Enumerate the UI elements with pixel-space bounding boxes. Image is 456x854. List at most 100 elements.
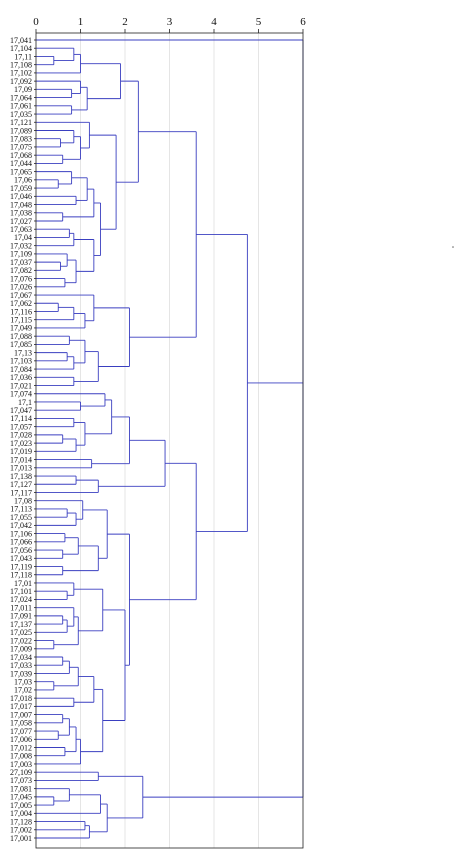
leaf-label: 17,055	[10, 513, 32, 522]
dendrogram-links	[36, 39, 304, 839]
leaf-label: 17,047	[10, 406, 32, 415]
leaf-label: 17,109	[10, 250, 32, 259]
x-tick-label: 6	[300, 16, 306, 28]
leaf-label: 17,035	[10, 110, 32, 119]
leaf-label: 17,024	[10, 595, 32, 604]
leaf-label: 17,005	[10, 801, 32, 810]
leaf-label: 17,062	[10, 299, 32, 308]
leaf-label: 17,09	[14, 85, 32, 94]
leaf-label: 17,106	[10, 529, 32, 538]
leaf-label: 17,004	[10, 809, 32, 818]
leaf-label: 17,013	[10, 464, 32, 473]
leaf-label: 17,021	[10, 381, 32, 390]
leaf-label: 17,026	[10, 283, 32, 292]
leaf-label: 17,027	[10, 217, 32, 226]
leaf-label: 17,038	[10, 209, 32, 218]
leaf-label: 17,089	[10, 126, 32, 135]
leaf-label: 17,085	[10, 340, 32, 349]
leaf-label: 17,061	[10, 102, 32, 111]
leaf-label: 17,006	[10, 735, 32, 744]
leaf-label: 17,073	[10, 776, 32, 785]
leaf-label: 17,116	[10, 307, 32, 316]
leaf-label: 17,03	[14, 677, 32, 686]
leaf-label: 17,043	[10, 554, 32, 563]
leaf-label: 17,092	[10, 77, 32, 86]
x-axis: 0 1 2 3 4 5 6	[33, 16, 306, 33]
leaf-label: 17,018	[10, 694, 32, 703]
leaf-label: 17,008	[10, 752, 32, 761]
leaf-label: 17,032	[10, 241, 32, 250]
leaf-label: 17,041	[10, 36, 32, 45]
leaf-label: 17,023	[10, 439, 32, 448]
leaf-label: 17,033	[10, 661, 32, 670]
leaf-label: 17,04	[14, 233, 32, 242]
leaf-label: 17,022	[10, 636, 32, 645]
x-tick-label: 3	[167, 16, 173, 28]
leaf-label: 17,02	[14, 686, 32, 695]
leaf-label: 17,103	[10, 357, 32, 366]
leaf-label: 17,028	[10, 431, 32, 440]
leaf-label: 17,104	[10, 44, 32, 53]
x-tick-label: 1	[78, 16, 84, 28]
leaf-label: 17,113	[10, 505, 32, 514]
leaf-label: 17,064	[10, 93, 32, 102]
leaf-label: 17,075	[10, 143, 32, 152]
leaf-label: 17,044	[10, 159, 32, 168]
leaf-label: 17,065	[10, 167, 32, 176]
leaf-label: 17,067	[10, 291, 32, 300]
leaf-label: 17,007	[10, 710, 32, 719]
x-tick-label: 5	[256, 16, 262, 28]
leaf-label: 17,127	[10, 480, 32, 489]
leaf-label: 27,109	[10, 768, 32, 777]
leaf-label: 17,091	[10, 612, 32, 621]
leaf-label: 17,003	[10, 760, 32, 769]
leaf-label: 17,01	[14, 579, 32, 588]
leaf-label: 17,121	[10, 118, 32, 127]
gridlines	[80, 33, 259, 848]
leaf-label: 17,115	[10, 316, 32, 325]
leaf-label: 17,108	[10, 60, 32, 69]
leaf-label: 17,036	[10, 373, 32, 382]
leaf-label: 17,082	[10, 266, 32, 275]
x-tick-label: 2	[122, 16, 128, 28]
leaf-label: 17,076	[10, 274, 32, 283]
leaf-label: 17,001	[10, 834, 32, 843]
leaf-label: 17,119	[10, 562, 32, 571]
x-tick-label: 4	[211, 16, 217, 28]
leaf-label: 17,012	[10, 743, 32, 752]
leaf-label: 17,118	[10, 571, 32, 580]
leaf-label: 17,063	[10, 225, 32, 234]
leaf-label: 17,128	[10, 817, 32, 826]
leaf-label: 17,11	[14, 52, 32, 61]
leaf-label: 17,025	[10, 628, 32, 637]
leaf-label: 17,138	[10, 472, 32, 481]
leaf-label: 17,102	[10, 69, 32, 78]
leaf-label: 17,011	[10, 603, 32, 612]
leaf-label: 17,019	[10, 447, 32, 456]
leaf-label: 17,088	[10, 332, 32, 341]
leaf-label: 17,042	[10, 521, 32, 530]
leaf-label: 17,084	[10, 365, 32, 374]
leaf-label: 17,002	[10, 826, 32, 835]
leaf-label: 17,137	[10, 620, 32, 629]
leaf-label: 17,045	[10, 793, 32, 802]
leaf-label: 17,017	[10, 702, 32, 711]
leaf-labels: 17,04117,10417,1117,10817,10217,09217,09…	[10, 36, 36, 843]
leaf-label: 17,083	[10, 135, 32, 144]
leaf-label: 17,1	[18, 398, 32, 407]
leaf-label: 17,048	[10, 200, 32, 209]
leaf-label: 17,06	[14, 176, 32, 185]
leaf-label: 17,074	[10, 390, 32, 399]
leaf-label: 17,08	[14, 497, 32, 506]
leaf-label: 17,059	[10, 184, 32, 193]
leaf-label: 17,114	[10, 414, 32, 423]
leaf-label: 17,046	[10, 192, 32, 201]
leaf-label: 17,066	[10, 538, 32, 547]
leaf-label: 17,101	[10, 587, 32, 596]
x-tick-label: 0	[33, 16, 39, 28]
leaf-label: 17,081	[10, 784, 32, 793]
leaf-label: 17,13	[14, 348, 32, 357]
leaf-label: 17,009	[10, 645, 32, 654]
leaf-label: 17,039	[10, 669, 32, 678]
